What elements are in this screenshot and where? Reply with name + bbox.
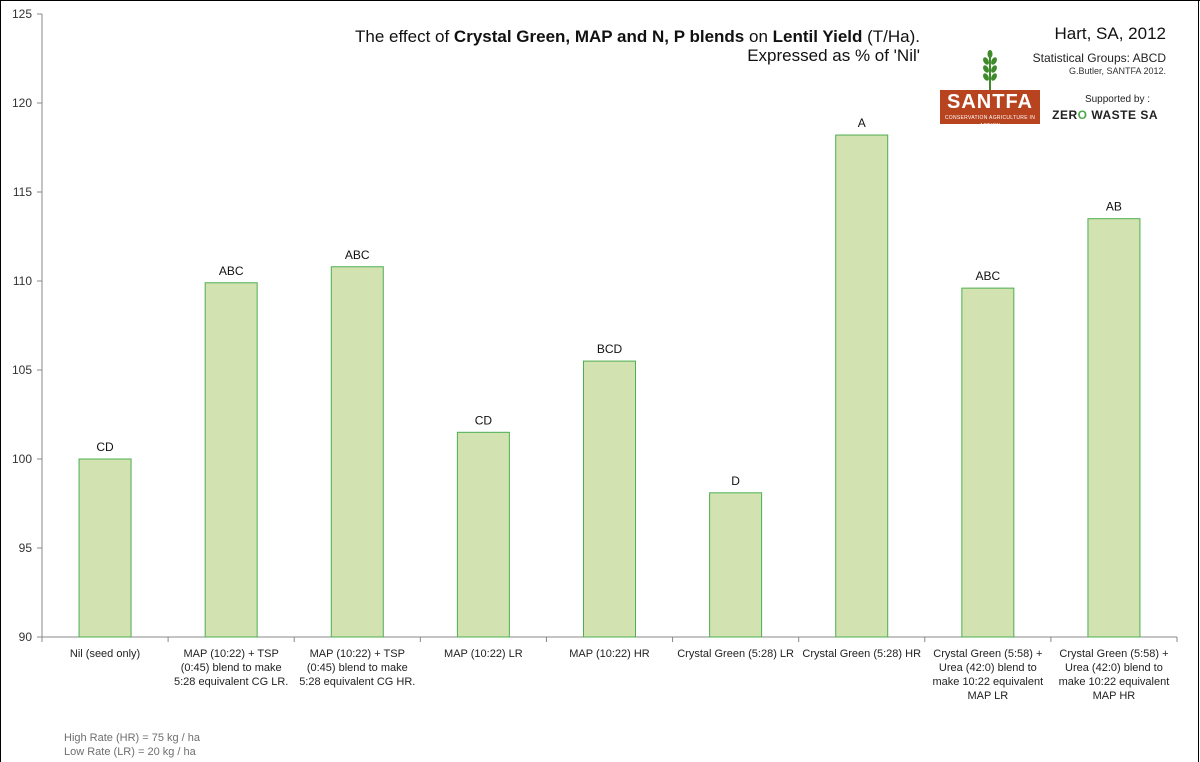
bar (961, 287, 1015, 638)
chart-subtitle: Expressed as % of 'Nil' (747, 46, 920, 65)
category-label: Crystal Green (5:58) + (1059, 648, 1168, 660)
y-tick-label: 105 (12, 363, 32, 377)
bar-group-label: A (858, 116, 866, 130)
category-label: MAP (10:22) LR (444, 648, 523, 660)
y-tick-label: 110 (13, 274, 32, 288)
bar (330, 266, 384, 638)
bar-group-label: ABC (219, 264, 244, 278)
bar (709, 492, 763, 638)
bar-group-label: CD (475, 413, 493, 427)
bar (835, 134, 889, 638)
bar (1087, 218, 1141, 638)
y-tick-label: 95 (19, 541, 33, 555)
category-label: MAP (10:22) HR (569, 648, 650, 660)
y-axis-ticks: 90 95 100 105 110 115 120 125 (12, 7, 42, 644)
x-axis-ticks (41, 637, 1178, 642)
category-label: make 10:22 equivalent (1059, 676, 1170, 688)
zero-waste-logo: ZERO WASTE SA (1052, 108, 1158, 122)
high-rate-note: High Rate (HR) = 75 kg / ha (64, 732, 201, 744)
wheat-icon (983, 50, 997, 92)
category-label: 5:28 equivalent CG LR. (174, 676, 288, 688)
bar (204, 282, 258, 638)
bar-group-label: CD (96, 440, 114, 454)
site-label: Hart, SA, 2012 (1054, 24, 1166, 43)
rate-notes: High Rate (HR) = 75 kg / ha Low Rate (LR… (64, 731, 200, 759)
category-labels: Nil (seed only) MAP (10:22) + TSP (0:45) b… (70, 648, 1169, 702)
bars: CD ABC ABC CD BCD D A ABC AB (78, 116, 1141, 638)
category-label: (0:45) blend to make (307, 662, 408, 674)
category-label: 5:28 equivalent CG HR. (299, 676, 415, 688)
statistical-groups: Statistical Groups: ABCD (1032, 51, 1166, 65)
y-tick-label: 125 (12, 7, 32, 21)
category-label: MAP (10:22) + TSP (184, 648, 279, 660)
bar-group-label: ABC (975, 269, 1000, 283)
y-tick-label: 115 (13, 185, 32, 199)
supported-by-label: Supported by : (1084, 94, 1150, 105)
bar (583, 360, 636, 638)
bar-group-label: AB (1106, 200, 1122, 214)
category-label: Urea (42:0) blend to (1065, 662, 1163, 674)
low-rate-note: Low Rate (LR) = 20 kg / ha (64, 746, 196, 758)
category-label: MAP (10:22) + TSP (310, 648, 405, 660)
category-label: Urea (42:0) blend to (939, 662, 1037, 674)
y-tick-label: 120 (12, 96, 32, 110)
bar-group-label: ABC (345, 248, 370, 262)
category-label: Crystal Green (5:58) + (933, 648, 1042, 660)
bar (78, 458, 132, 638)
bar (456, 431, 510, 638)
category-label: MAP LR (967, 690, 1008, 702)
author-credit: G.Butler, SANTFA 2012. (1068, 66, 1166, 76)
category-label: Crystal Green (5:28) HR (802, 648, 921, 660)
santfa-logo: SANTFA CONSERVATION AGRICULTURE IN ACTIO… (940, 90, 1040, 129)
category-label: Crystal Green (5:28) LR (677, 648, 794, 660)
bar-group-label: D (731, 474, 740, 488)
y-tick-label: 90 (19, 630, 33, 644)
chart-title: The effect of Crystal Green, MAP and N, … (355, 27, 920, 46)
category-label: make 10:22 equivalent (932, 676, 1043, 688)
bar-group-label: BCD (597, 342, 623, 356)
y-tick-label: 100 (12, 452, 32, 466)
category-label: MAP HR (1093, 690, 1136, 702)
category-label: (0:45) blend to make (181, 662, 282, 674)
category-label: Nil (seed only) (70, 648, 140, 660)
